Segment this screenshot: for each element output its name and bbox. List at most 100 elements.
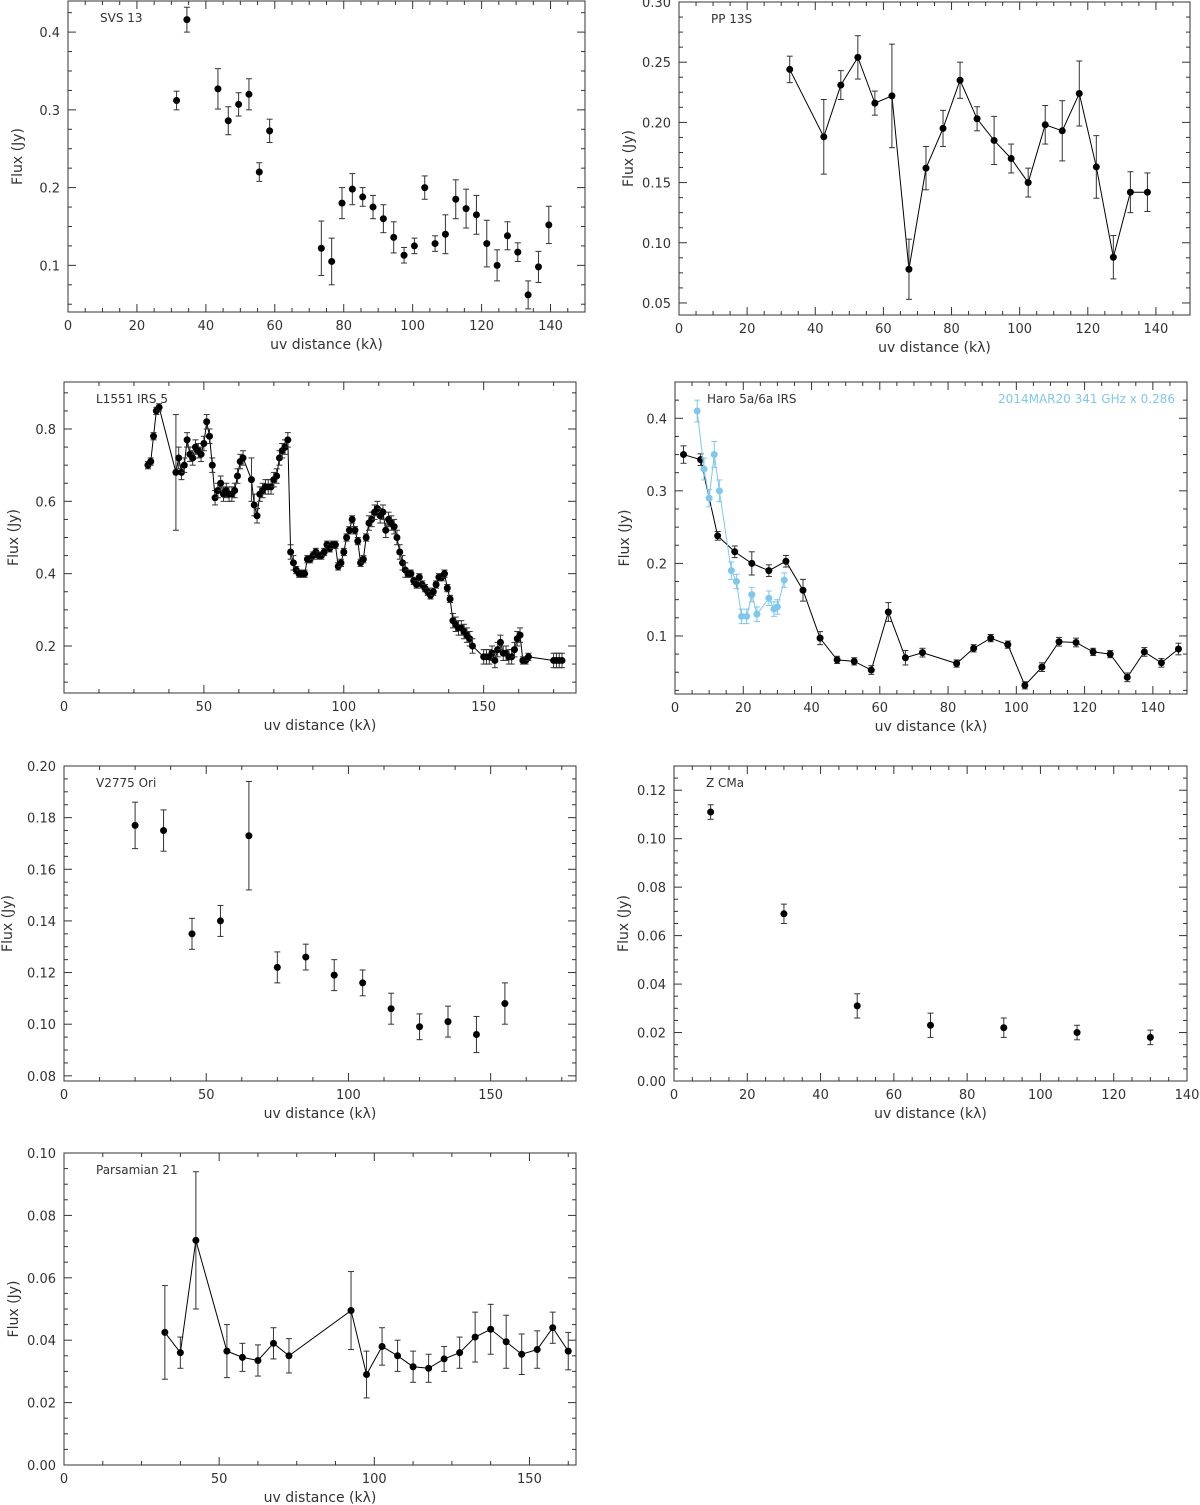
- data-point: [255, 168, 263, 176]
- x-tick-label: 50: [196, 700, 213, 715]
- x-tick-label: 80: [943, 322, 960, 337]
- data-point: [1000, 1024, 1008, 1032]
- data-point: [446, 595, 454, 603]
- data-point: [343, 534, 351, 541]
- data-point: [250, 501, 258, 509]
- data-point: [1004, 641, 1012, 649]
- data-point: [197, 450, 205, 458]
- x-tick-label: 120: [1072, 701, 1097, 716]
- data-point: [359, 555, 367, 563]
- series: [707, 804, 1154, 1046]
- data-point: [773, 603, 781, 611]
- data-point: [765, 567, 773, 575]
- data-point: [301, 570, 309, 578]
- data-point: [953, 660, 961, 668]
- data-point: [837, 81, 845, 89]
- series: [680, 445, 1182, 690]
- data-point: [456, 1349, 464, 1357]
- data-point: [337, 559, 345, 567]
- x-tick-label: 100: [400, 319, 425, 334]
- data-point: [753, 610, 761, 618]
- data-point: [1038, 663, 1046, 671]
- data-point: [285, 1352, 293, 1360]
- data-point: [1143, 188, 1151, 196]
- data-point: [245, 832, 253, 840]
- data-point: [200, 439, 208, 447]
- panel-5: 0 50 100 150 0.08 0.10 0.12 0.14 0.16 0.18 0.20 uv …: [0, 760, 577, 1122]
- y-tick-label: 0.10: [27, 1147, 56, 1162]
- data-point: [216, 917, 224, 925]
- x-tick-label: 0: [60, 700, 68, 715]
- data-point: [462, 205, 470, 213]
- series-line: [696, 410, 785, 617]
- panel-2: 0 20 40 60 80 100 120 140 0.05 0.10 0.15 0.20 0.25 0.…: [621, 0, 1191, 356]
- data-point: [441, 230, 449, 238]
- data-point: [501, 1000, 509, 1008]
- data-point: [748, 559, 756, 567]
- data-point: [799, 586, 807, 594]
- data-point: [359, 193, 367, 201]
- x-tick-label: 20: [739, 1088, 756, 1103]
- y-tick-label: 0.2: [39, 182, 60, 197]
- data-point: [416, 1023, 424, 1031]
- x-tick-label: 40: [812, 1088, 829, 1103]
- y-tick-label: 0.1: [39, 259, 60, 274]
- data-point: [131, 821, 139, 829]
- x-tick-label: 80: [940, 701, 957, 716]
- data-point: [382, 526, 390, 534]
- x-tick-label: 100: [1007, 322, 1032, 337]
- data-point: [1021, 681, 1029, 689]
- data-point: [247, 476, 255, 484]
- data-point: [1072, 638, 1080, 646]
- data-point: [320, 548, 328, 556]
- data-point: [205, 432, 213, 440]
- y-tick-label: 0.12: [637, 784, 666, 799]
- x-axis-label: uv distance (kλ): [270, 337, 383, 353]
- data-point: [396, 548, 404, 556]
- data-point: [192, 1236, 200, 1244]
- data-point: [253, 512, 261, 520]
- y-tick-label: 0.02: [637, 1027, 666, 1042]
- plot-frame: [67, 0, 586, 313]
- data-point: [1073, 1029, 1081, 1037]
- x-tick-label: 150: [471, 700, 496, 715]
- data-point: [491, 656, 499, 664]
- series: [144, 403, 566, 669]
- data-point: [173, 97, 181, 105]
- panel-1: 0 20 40 60 80 100 120 140 0.1 0.2 0.3 0.4 uv distanc…: [10, 0, 586, 353]
- panel-title: Parsamian 21: [96, 1163, 178, 1177]
- data-point: [780, 576, 788, 584]
- data-point: [429, 588, 437, 596]
- data-point: [400, 251, 408, 259]
- data-point: [502, 1338, 510, 1346]
- data-point: [558, 656, 566, 664]
- y-axis-label: Flux (Jy): [616, 895, 632, 952]
- y-tick-label: 0.8: [35, 423, 56, 438]
- data-point: [1041, 121, 1049, 129]
- data-point: [483, 240, 491, 248]
- data-point: [956, 76, 964, 84]
- data-point: [444, 1018, 452, 1026]
- data-point: [748, 591, 756, 599]
- data-point: [514, 248, 522, 256]
- data-point: [180, 461, 188, 469]
- y-tick-label: 0.08: [637, 881, 666, 896]
- data-point: [328, 257, 336, 265]
- data-point: [990, 136, 998, 144]
- data-point: [330, 971, 338, 979]
- data-point: [1109, 253, 1117, 261]
- data-point: [266, 127, 274, 135]
- x-tick-label: 60: [872, 701, 889, 716]
- data-point: [284, 436, 292, 444]
- data-point: [348, 515, 356, 523]
- data-point: [564, 1347, 572, 1355]
- data-point: [731, 548, 739, 556]
- y-tick-label: 0.15: [642, 177, 671, 192]
- data-point: [833, 656, 841, 664]
- x-tick-label: 80: [335, 319, 352, 334]
- panel-title: L1551 IRS 5: [96, 392, 168, 406]
- data-point: [472, 211, 480, 219]
- data-point: [1174, 645, 1182, 653]
- data-point: [867, 666, 875, 674]
- data-point: [743, 612, 751, 620]
